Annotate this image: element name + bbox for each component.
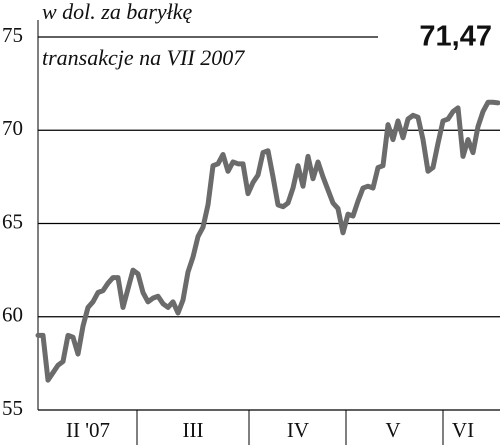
x-tick-label: VI bbox=[452, 418, 474, 442]
x-tick-label: V bbox=[385, 418, 400, 442]
chart-title: w dol. za baryłkę bbox=[42, 0, 193, 24]
y-tick-label: 65 bbox=[2, 209, 23, 233]
y-tick-label: 60 bbox=[2, 303, 23, 327]
x-tick-label: III bbox=[183, 418, 204, 442]
y-tick-label: 75 bbox=[2, 23, 23, 47]
annotation-box bbox=[378, 20, 500, 54]
x-tick-label: II '07 bbox=[66, 418, 110, 442]
price-line bbox=[35, 99, 500, 383]
x-tick-label: IV bbox=[287, 418, 309, 442]
chart-subtitle: transakcje na VII 2007 bbox=[42, 45, 245, 70]
last-value: 71,47 bbox=[419, 21, 492, 53]
y-tick-label: 55 bbox=[2, 396, 23, 420]
y-tick-label: 70 bbox=[2, 116, 23, 140]
